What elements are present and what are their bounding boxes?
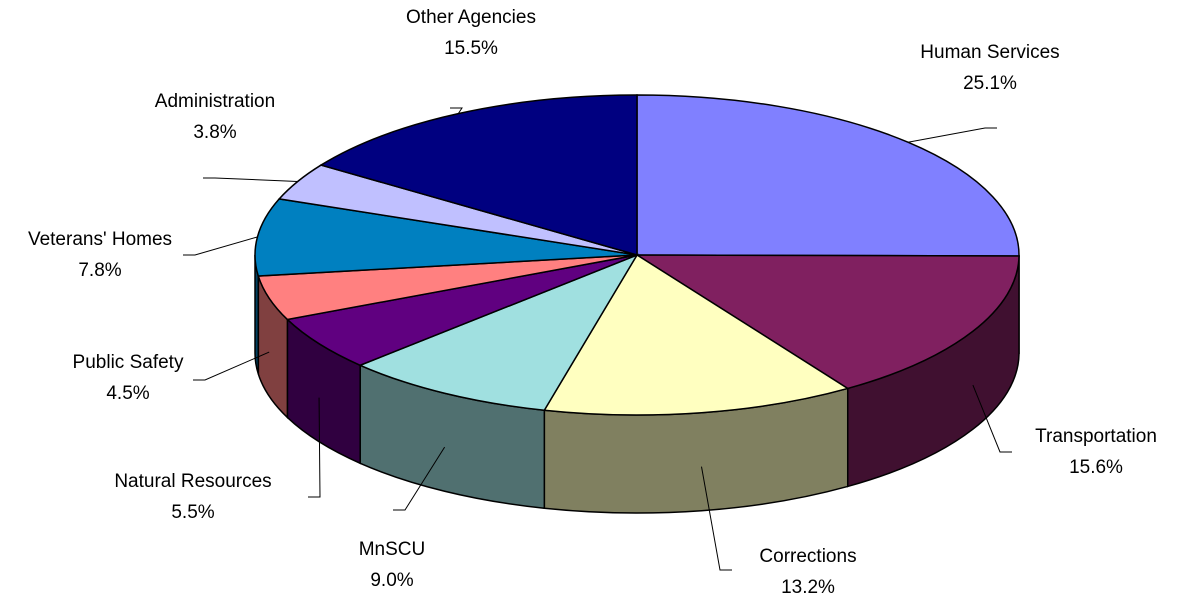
leader-line (193, 351, 270, 381)
slice-label: Corrections (759, 546, 856, 567)
slice-label: Other Agencies (406, 7, 536, 28)
leader-line (203, 177, 298, 182)
slice-value-label: 4.5% (106, 383, 149, 404)
leader-line (972, 384, 1012, 453)
slice-label: Administration (155, 91, 275, 112)
slice-value-label: 3.8% (193, 122, 236, 143)
slice-label: Public Safety (73, 352, 184, 373)
slice (634, 254, 1020, 390)
slice-label: Human Services (920, 42, 1059, 63)
slice-value-label: 5.5% (171, 502, 214, 523)
leader-line (907, 127, 997, 143)
slice-value-label: 7.8% (78, 260, 121, 281)
slice-value-label: 25.1% (963, 73, 1017, 94)
slice-label: Transportation (1035, 426, 1157, 447)
leader-line (183, 236, 258, 256)
leader-line (701, 466, 732, 571)
slice-value-label: 15.5% (444, 38, 498, 59)
slice-label: Natural Resources (114, 471, 271, 492)
slice-value-label: 9.0% (370, 570, 413, 591)
slice (636, 94, 1020, 257)
slice-label: Veterans' Homes (28, 229, 172, 250)
slice (319, 94, 638, 256)
slice-label: MnSCU (359, 539, 426, 560)
leader-line (308, 397, 321, 498)
leader-line (450, 107, 463, 114)
slice (285, 254, 638, 367)
leader-line (393, 446, 446, 511)
slice (543, 253, 850, 416)
slice-value-label: 13.2% (781, 577, 835, 598)
slice (358, 253, 639, 412)
slice-value-label: 15.6% (1069, 457, 1123, 478)
